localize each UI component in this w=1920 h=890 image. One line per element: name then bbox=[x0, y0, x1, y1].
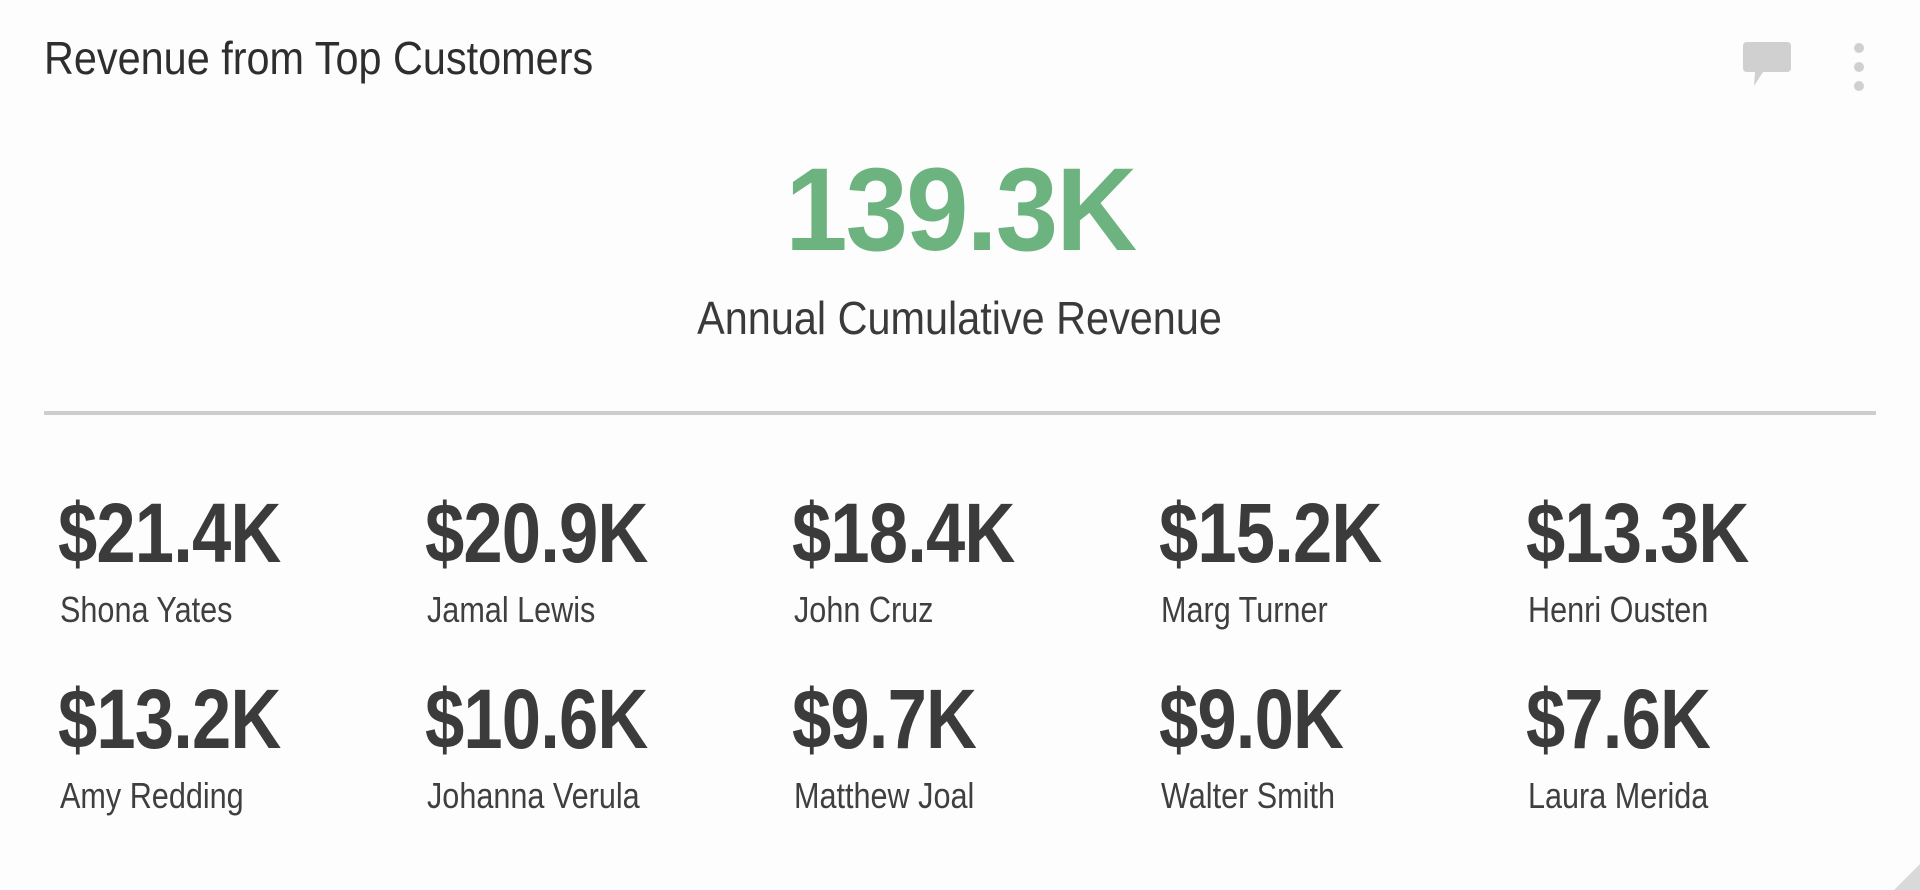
customer-item: $15.2K Marg Turner bbox=[1159, 488, 1526, 674]
customer-item: $13.3K Henri Ousten bbox=[1526, 488, 1893, 674]
kpi-total-value: 139.3K bbox=[0, 150, 1920, 270]
more-vertical-icon bbox=[1854, 43, 1864, 91]
widget-title: Revenue from Top Customers bbox=[44, 32, 594, 84]
kpi-label: Annual Cumulative Revenue bbox=[0, 290, 1920, 346]
customer-revenue: $18.4K bbox=[792, 486, 1015, 580]
customer-name: Walter Smith bbox=[1161, 775, 1335, 816]
resize-handle[interactable] bbox=[1894, 864, 1920, 890]
kpi-label-text: Annual Cumulative Revenue bbox=[697, 292, 1223, 344]
customer-revenue: $10.6K bbox=[425, 672, 648, 766]
customer-name: Marg Turner bbox=[1161, 589, 1328, 630]
customer-item: $9.0K Walter Smith bbox=[1159, 674, 1526, 860]
kpi-value-text: 139.3K bbox=[784, 144, 1137, 276]
customer-revenue: $13.2K bbox=[58, 672, 281, 766]
customer-grid: $21.4K Shona Yates $20.9K Jamal Lewis $1… bbox=[58, 488, 1893, 860]
customer-revenue: $7.6K bbox=[1526, 672, 1711, 766]
divider bbox=[44, 411, 1876, 415]
customer-name: Amy Redding bbox=[60, 775, 244, 816]
customer-revenue: $20.9K bbox=[425, 486, 648, 580]
customer-name: Henri Ousten bbox=[1528, 589, 1709, 630]
customer-item: $10.6K Johanna Verula bbox=[425, 674, 792, 860]
customer-name: Laura Merida bbox=[1528, 775, 1709, 816]
customer-item: $18.4K John Cruz bbox=[792, 488, 1159, 674]
customer-revenue: $13.3K bbox=[1526, 486, 1749, 580]
customer-revenue: $21.4K bbox=[58, 486, 281, 580]
customer-revenue: $15.2K bbox=[1159, 486, 1382, 580]
customer-name: Johanna Verula bbox=[427, 775, 640, 816]
customer-name: Matthew Joal bbox=[794, 775, 975, 816]
customer-name: Jamal Lewis bbox=[427, 589, 596, 630]
customer-item: $20.9K Jamal Lewis bbox=[425, 488, 792, 674]
more-options-button[interactable] bbox=[1848, 40, 1870, 94]
comment-button[interactable] bbox=[1741, 40, 1793, 90]
customer-item: $9.7K Matthew Joal bbox=[792, 674, 1159, 860]
customer-item: $7.6K Laura Merida bbox=[1526, 674, 1893, 860]
comment-icon bbox=[1743, 42, 1791, 86]
customer-revenue: $9.0K bbox=[1159, 672, 1344, 766]
customer-name: John Cruz bbox=[794, 589, 934, 630]
customer-name: Shona Yates bbox=[60, 589, 233, 630]
customer-item: $13.2K Amy Redding bbox=[58, 674, 425, 860]
customer-item: $21.4K Shona Yates bbox=[58, 488, 425, 674]
customer-revenue: $9.7K bbox=[792, 672, 977, 766]
